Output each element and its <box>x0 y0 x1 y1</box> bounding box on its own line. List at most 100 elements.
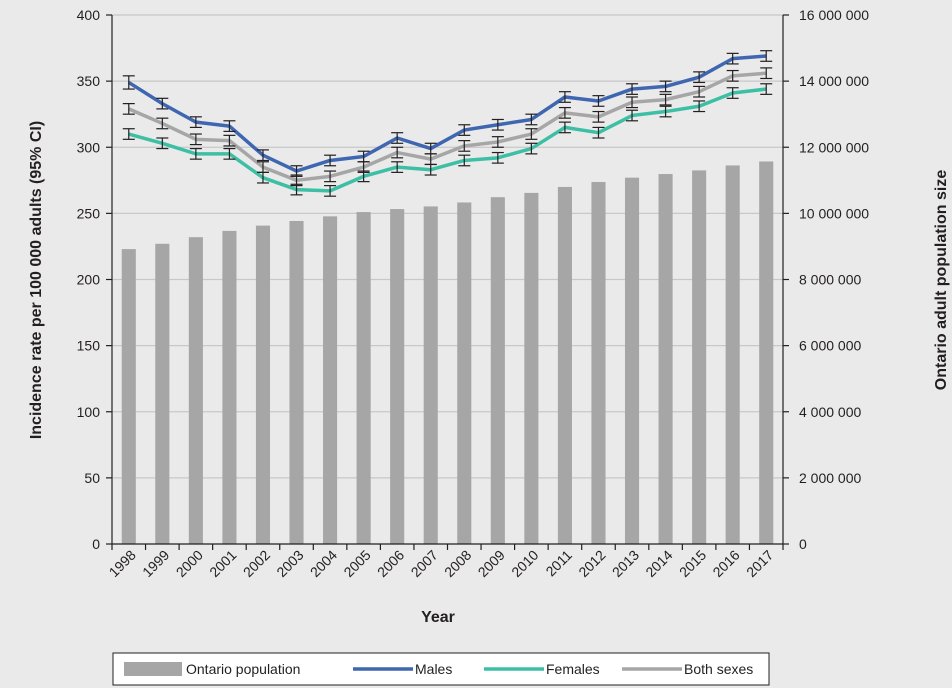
errorbar-females <box>626 109 639 122</box>
errorbar-females <box>693 100 706 113</box>
errorbar-males <box>693 71 706 84</box>
bar-ontario-population <box>624 177 640 545</box>
x-tick-label: 2014 <box>642 547 675 580</box>
x-tick-label: 2017 <box>743 547 776 580</box>
y2-axis-title: Ontario adult population size <box>933 170 950 391</box>
incidence-lines <box>122 50 773 197</box>
y-tick-label: 250 <box>77 205 101 221</box>
y2-tick-label: 16 000 000 <box>799 7 869 23</box>
x-axis-title: Year <box>421 609 455 626</box>
errorbar-females <box>525 142 538 155</box>
bar-ontario-population <box>121 249 136 544</box>
y2-tick-label: 0 <box>799 536 807 552</box>
errorbar-males <box>424 142 437 155</box>
errorbar-both-sexes <box>156 117 169 130</box>
y2-tick-label: 14 000 000 <box>799 73 869 89</box>
errorbar-females <box>122 128 135 140</box>
bar-ontario-population <box>658 174 673 544</box>
bar-ontario-population <box>188 237 203 544</box>
errorbar-females <box>659 105 672 118</box>
x-tick-label: 2016 <box>709 547 742 580</box>
errorbar-males <box>659 80 672 93</box>
errorbar-males <box>726 52 739 65</box>
errorbar-both-sexes <box>391 146 404 159</box>
y-tick-label: 0 <box>92 536 100 552</box>
errorbar-both-sexes <box>256 161 269 173</box>
bar-ontario-population <box>692 170 707 545</box>
legend-label-ontario-population: Ontario population <box>186 661 300 677</box>
errorbar-males <box>391 132 404 144</box>
errorbar-females <box>726 87 739 99</box>
errorbar-males <box>223 120 236 132</box>
x-tick-label: 2002 <box>240 547 273 580</box>
bar-ontario-population <box>524 192 539 544</box>
errorbar-males <box>525 113 538 126</box>
errorbar-both-sexes <box>592 110 605 123</box>
y-tick-label: 50 <box>84 470 100 486</box>
x-tick-label: 2009 <box>475 547 508 580</box>
x-tick-label: 2012 <box>575 547 608 580</box>
y-tick-label: 100 <box>77 404 101 420</box>
gridlines <box>112 14 783 479</box>
x-tick-label: 2005 <box>340 547 373 580</box>
errorbar-females <box>592 126 605 139</box>
y2-tick-label: 4 000 000 <box>799 404 861 420</box>
x-tick-label: 2001 <box>206 547 239 580</box>
errorbar-both-sexes <box>122 103 135 115</box>
errorbar-females <box>491 151 504 164</box>
errorbar-both-sexes <box>626 96 639 109</box>
errorbar-both-sexes <box>659 93 672 106</box>
y2-tick-label: 6 000 000 <box>799 338 861 354</box>
legend: Ontario population Males Females Both sexes <box>112 652 770 686</box>
errorbar-both-sexes <box>458 140 471 152</box>
errorbar-females <box>458 154 471 167</box>
line-both-sexes <box>128 71 767 183</box>
legend-label-both-sexes: Both sexes <box>684 661 753 677</box>
bar-ontario-population <box>323 216 338 544</box>
y-tick-label: 200 <box>77 272 101 288</box>
x-tick-label: 2006 <box>374 547 407 580</box>
errorbar-both-sexes <box>558 106 571 119</box>
population-bars <box>121 161 774 545</box>
bar-ontario-population <box>725 165 740 544</box>
line-females <box>128 87 767 193</box>
bar-ontario-population <box>759 161 774 545</box>
errorbar-males <box>357 150 370 163</box>
x-tick-label: 2004 <box>307 547 340 580</box>
bar-ontario-population <box>222 230 237 544</box>
bar-ontario-population <box>390 209 405 544</box>
errorbar-males <box>592 95 605 107</box>
errorbar-females <box>324 185 337 197</box>
x-tick-label: 2000 <box>173 547 206 580</box>
errorbar-males <box>760 50 773 62</box>
y-tick-label: 150 <box>77 338 101 354</box>
errorbar-males <box>558 91 571 103</box>
errorbar-males <box>290 165 303 177</box>
bar-ontario-population <box>490 197 505 544</box>
x-tick-label: 2003 <box>273 547 306 580</box>
y-tick-label: 400 <box>77 7 101 23</box>
errorbar-both-sexes <box>726 69 739 82</box>
y2-tick-label: 12 000 000 <box>799 139 869 155</box>
x-tick-label: 1998 <box>106 547 139 580</box>
x-tick-label: 2011 <box>542 547 575 580</box>
errorbar-males <box>458 124 471 136</box>
x-tick-label: 2007 <box>408 547 441 580</box>
errorbar-males <box>156 97 169 110</box>
errorbar-females <box>223 147 236 160</box>
x-tick-label: 2013 <box>609 547 642 580</box>
y-axis-title: Incidence rate per 100 000 adults (95% C… <box>28 121 45 439</box>
errorbar-females <box>156 137 169 150</box>
bar-ontario-population <box>591 181 606 544</box>
errorbar-males <box>256 149 269 162</box>
bar-ontario-population <box>457 202 472 545</box>
x-tick-label: 2015 <box>676 547 709 580</box>
errorbar-females <box>189 147 202 160</box>
errorbar-both-sexes <box>760 67 773 80</box>
errorbar-both-sexes <box>324 170 337 183</box>
bar-ontario-population <box>289 220 304 544</box>
errorbar-males <box>324 154 337 167</box>
errorbar-females <box>391 161 404 173</box>
x-tick-label: 1999 <box>139 547 172 580</box>
